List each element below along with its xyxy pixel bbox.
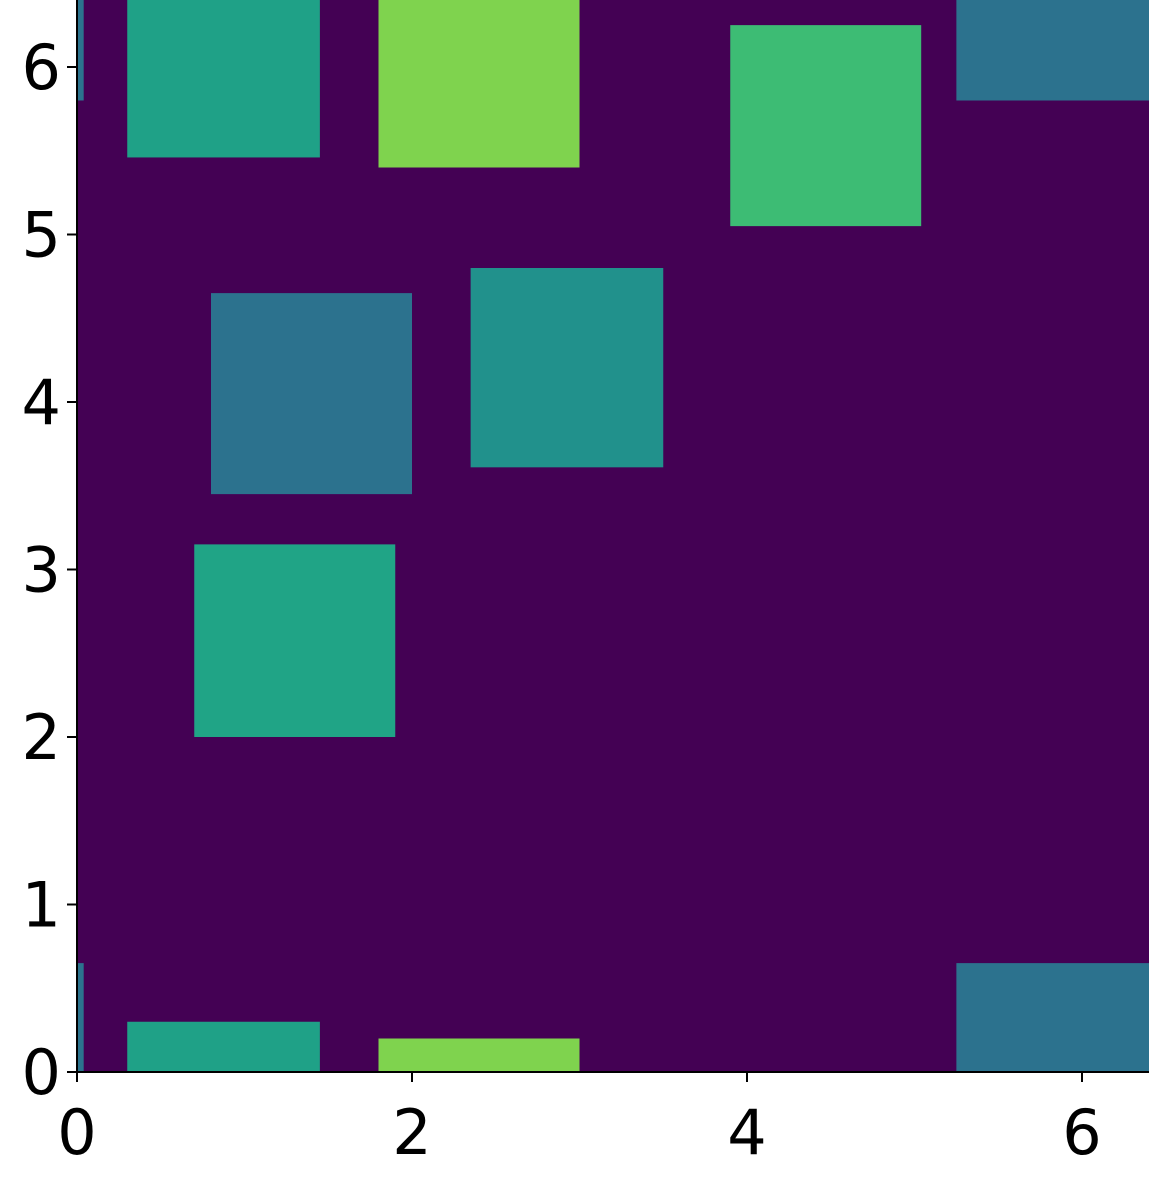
cell bbox=[470, 268, 664, 468]
cell bbox=[730, 25, 922, 227]
cell bbox=[127, 0, 320, 158]
y-tick-label: 6 bbox=[22, 31, 61, 104]
cell bbox=[77, 963, 84, 1072]
y-tick-label: 2 bbox=[22, 701, 61, 774]
y-tick-label: 4 bbox=[22, 366, 61, 439]
cell bbox=[378, 0, 580, 168]
x-tick-label: 4 bbox=[727, 1096, 766, 1169]
y-tick-label: 1 bbox=[22, 869, 61, 942]
plot-background bbox=[77, 0, 1149, 1072]
x-tick-label: 0 bbox=[57, 1096, 96, 1169]
y-tick-label: 5 bbox=[22, 199, 61, 272]
x-tick-label: 6 bbox=[1062, 1096, 1101, 1169]
x-tick-label: 2 bbox=[392, 1096, 431, 1169]
cell bbox=[211, 293, 412, 495]
cell bbox=[194, 544, 396, 737]
cell bbox=[378, 1038, 580, 1072]
y-tick-label: 0 bbox=[22, 1036, 61, 1109]
cell bbox=[956, 0, 1149, 101]
cell bbox=[77, 0, 84, 101]
y-tick-label: 3 bbox=[22, 534, 61, 607]
cell bbox=[956, 963, 1149, 1072]
cell bbox=[127, 1021, 320, 1072]
